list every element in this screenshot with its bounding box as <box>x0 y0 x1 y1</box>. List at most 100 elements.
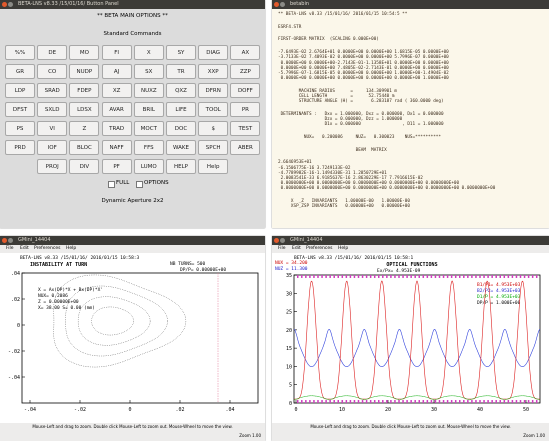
command-button[interactable]: SPCH <box>198 140 229 155</box>
command-button[interactable]: TEST <box>230 121 261 136</box>
menu-item[interactable]: Help <box>338 246 349 251</box>
element-marker <box>515 275 518 278</box>
command-button[interactable]: DFST <box>5 102 35 117</box>
y-tick-label: 0 <box>289 401 292 407</box>
command-button[interactable]: WAKE <box>166 140 196 155</box>
command-button[interactable]: %% <box>5 45 35 60</box>
command-button[interactable]: PR <box>230 102 261 117</box>
element-marker <box>414 400 416 403</box>
command-button[interactable]: SRAD <box>37 83 68 98</box>
text-line: ** BETA-LNS v8.33 /15/01/16/ 2016/01/15 … <box>278 12 408 17</box>
window-button[interactable] <box>8 2 13 7</box>
plot-canvas[interactable]: BETA-LNS v8.33 /15/01/16/ 2016/01/15 10:… <box>0 253 265 423</box>
element-marker <box>414 275 416 278</box>
command-button[interactable]: DIAG <box>198 45 229 60</box>
plot-canvas[interactable]: BETA-LNS v8.33 /15/01/16/ 2016/01/15 10:… <box>272 253 549 423</box>
menu-item[interactable]: Preferences <box>34 246 61 251</box>
plot-frame <box>293 274 541 404</box>
window-title: BETA-LNS v8.33 /15/01/16/ Button Panel <box>18 1 119 7</box>
element-marker <box>357 275 360 278</box>
window-button[interactable] <box>2 238 7 243</box>
command-button[interactable]: DE <box>37 45 68 60</box>
command-button[interactable]: FDEP <box>69 83 100 98</box>
command-button[interactable]: $ <box>198 121 229 136</box>
command-button[interactable]: DFRN <box>198 83 229 98</box>
command-button[interactable]: SXLD <box>37 102 68 117</box>
menu-item[interactable]: File <box>278 246 286 251</box>
window-button[interactable] <box>280 2 285 7</box>
menu-item[interactable]: Edit <box>20 246 29 251</box>
element-marker <box>499 275 501 278</box>
command-button[interactable]: NUDP <box>69 64 100 79</box>
text-line: -7.6493E-02 2.6764E+01 0.0000E+00 0.0000… <box>278 50 449 56</box>
window-button[interactable] <box>274 238 279 243</box>
menu-item[interactable]: Edit <box>292 246 301 251</box>
command-button[interactable]: ABER <box>230 140 261 155</box>
plot-window-right: GMini_14404 File Edit Preferences Help BETA-L… <box>272 236 549 441</box>
command-button[interactable]: LUMO <box>133 159 164 174</box>
command-button[interactable]: DIV <box>69 159 100 174</box>
command-button[interactable]: PF <box>101 159 132 174</box>
command-button[interactable]: X <box>133 45 164 60</box>
command-button[interactable]: ZZP <box>230 64 261 79</box>
command-button[interactable]: HELP <box>166 159 196 174</box>
command-button[interactable]: BLOC <box>69 140 100 155</box>
zoom-label: Zoom 1.00 <box>523 433 545 438</box>
command-button[interactable]: AX <box>230 45 261 60</box>
element-marker <box>454 400 457 403</box>
command-button[interactable]: FFS <box>133 140 164 155</box>
x-tick-label: 40 <box>477 407 483 413</box>
command-button[interactable]: AJ <box>101 64 132 79</box>
element-marker <box>483 275 485 278</box>
element-marker <box>305 400 307 403</box>
command-button[interactable]: IOF <box>37 140 68 155</box>
element-marker <box>361 275 364 278</box>
command-button[interactable]: XXP <box>198 64 229 79</box>
command-button[interactable]: PROJ <box>37 159 68 174</box>
menu-item[interactable]: Preferences <box>306 246 333 251</box>
command-button[interactable]: TRAD <box>101 121 132 136</box>
command-button[interactable]: GR <box>5 64 35 79</box>
command-button[interactable]: LDP <box>5 83 35 98</box>
menu-item[interactable]: Help <box>66 246 77 251</box>
command-button[interactable]: Help <box>198 159 229 174</box>
command-button[interactable]: NAFF <box>101 140 132 155</box>
command-button[interactable]: SY <box>166 45 196 60</box>
command-button[interactable]: FI <box>101 45 132 60</box>
checkbox[interactable] <box>136 181 143 188</box>
command-button[interactable]: MOCT <box>133 121 164 136</box>
command-button[interactable]: PRD <box>5 140 35 155</box>
button-panel-window: BETA-LNS v8.33 /15/01/16/ Button Panel **… <box>0 0 265 228</box>
window-button[interactable] <box>2 2 7 7</box>
command-button[interactable]: DOFF <box>230 83 261 98</box>
checkbox-label: FULL <box>116 180 130 186</box>
command-button[interactable]: Z <box>69 121 100 136</box>
element-marker <box>434 275 437 278</box>
command-button[interactable]: LIFE <box>166 102 196 117</box>
menu-item[interactable]: File <box>6 246 14 251</box>
command-button[interactable]: PS <box>5 121 35 136</box>
command-button[interactable]: TR <box>166 64 196 79</box>
command-button[interactable]: AVAR <box>101 102 132 117</box>
window-button[interactable] <box>274 2 279 7</box>
checkbox[interactable] <box>108 181 115 188</box>
command-button[interactable]: BRIL <box>133 102 164 117</box>
command-button[interactable]: MO <box>69 45 100 60</box>
element-marker <box>402 275 404 278</box>
text-line: Dzx = 0.000000, Dzz = 1.000000 <box>278 117 403 123</box>
command-button[interactable]: QXZ <box>166 83 196 98</box>
command-button[interactable]: SX <box>133 64 164 79</box>
command-button[interactable]: DOC <box>166 121 196 136</box>
command-button[interactable]: CO <box>37 64 68 79</box>
command-button[interactable]: XZ <box>101 83 132 98</box>
command-button[interactable]: LDSX <box>69 102 100 117</box>
command-button[interactable]: TOOL <box>198 102 229 117</box>
window-button[interactable] <box>8 238 13 243</box>
window-button[interactable] <box>280 238 285 243</box>
command-button[interactable]: VI <box>37 121 68 136</box>
text-line: DETERMINANTS : Dxx = 1.000000, Dxz = 0.0… <box>278 111 444 117</box>
command-button[interactable]: NUXZ <box>133 83 164 98</box>
menu-bar: File Edit Preferences Help <box>0 245 265 253</box>
element-marker <box>422 275 425 278</box>
element-marker <box>386 275 388 278</box>
